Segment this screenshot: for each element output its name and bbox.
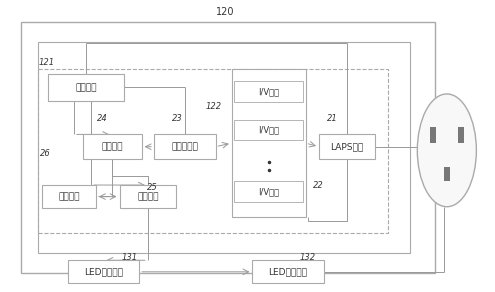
Text: I/V变换: I/V变换 xyxy=(258,187,279,196)
Text: 时钟电路: 时钟电路 xyxy=(58,192,80,201)
Bar xyxy=(21,22,435,273)
Bar xyxy=(234,119,303,140)
Text: 120: 120 xyxy=(216,6,235,17)
Bar xyxy=(234,181,303,202)
Text: 24: 24 xyxy=(97,114,107,123)
Bar xyxy=(48,74,124,101)
Bar xyxy=(119,185,176,208)
Text: 22: 22 xyxy=(312,180,323,190)
Text: LED驱动电路: LED驱动电路 xyxy=(84,267,123,276)
Text: 26: 26 xyxy=(40,149,51,158)
Text: 131: 131 xyxy=(122,253,138,262)
Bar xyxy=(252,260,324,283)
Text: 132: 132 xyxy=(299,253,315,262)
Text: 23: 23 xyxy=(172,114,183,123)
Text: 25: 25 xyxy=(147,183,157,192)
Text: I/V变换: I/V变换 xyxy=(258,87,279,96)
Bar xyxy=(83,134,142,159)
Bar xyxy=(154,134,215,159)
Text: 调幅及放大: 调幅及放大 xyxy=(171,142,198,151)
Bar xyxy=(232,69,305,217)
Bar xyxy=(430,127,436,143)
Bar xyxy=(319,134,376,159)
Text: 21: 21 xyxy=(327,114,338,123)
Text: I/V变换: I/V变换 xyxy=(258,125,279,134)
Bar xyxy=(42,185,96,208)
Text: LED切换电路: LED切换电路 xyxy=(269,267,307,276)
Text: 121: 121 xyxy=(38,58,54,67)
Text: 122: 122 xyxy=(205,102,222,112)
Bar xyxy=(38,42,410,253)
Bar xyxy=(68,260,139,283)
Text: LAPS切换: LAPS切换 xyxy=(331,142,364,151)
Bar xyxy=(444,167,450,181)
Ellipse shape xyxy=(417,94,476,207)
Bar xyxy=(234,81,303,102)
Bar xyxy=(38,69,388,233)
Bar xyxy=(458,127,464,143)
Text: 微处理器: 微处理器 xyxy=(76,83,97,92)
Text: 低通滤波: 低通滤波 xyxy=(101,142,123,151)
Text: 阻抗电路: 阻抗电路 xyxy=(137,192,158,201)
